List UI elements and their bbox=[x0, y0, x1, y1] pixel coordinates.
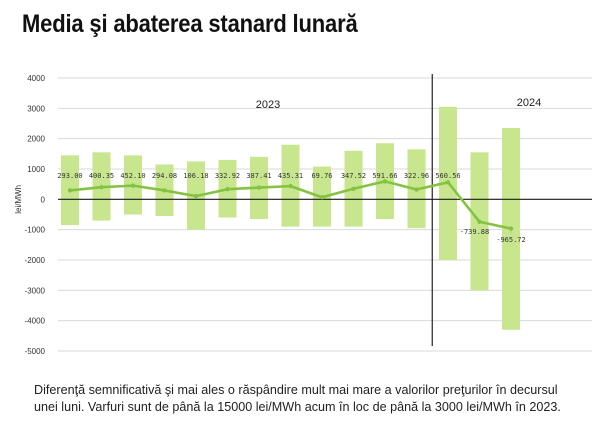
mean-point bbox=[288, 183, 293, 189]
y-tick-label: -1000 bbox=[25, 226, 46, 235]
data-label: 294.08 bbox=[152, 172, 177, 180]
mean-point bbox=[445, 180, 451, 185]
y-tick-label: -5000 bbox=[25, 347, 46, 356]
mean-point bbox=[162, 188, 167, 193]
y-tick-label: 0 bbox=[41, 195, 46, 204]
mean-point bbox=[99, 184, 104, 190]
data-label: 387.41 bbox=[246, 172, 271, 180]
y-tick-label: -2000 bbox=[25, 256, 46, 265]
y-tick-label: -3000 bbox=[25, 286, 46, 295]
data-labels: 293.00 400.35 452.10 294.08 106.18 332.92 387.… bbox=[57, 172, 525, 244]
data-label: 293.00 bbox=[57, 172, 82, 180]
mean-point bbox=[67, 188, 73, 193]
chart-title: Media şi abaterea stanard lunară bbox=[22, 10, 358, 38]
y-tick-labels: 4000 3000 2000 1000 0 -1000 -2000 -3000 -4000 -50… bbox=[25, 74, 46, 356]
caption: Diferenţă semnificativă şi mai ales o ră… bbox=[34, 383, 561, 414]
data-label: -739.88 bbox=[460, 228, 490, 236]
y-tick-label: 3000 bbox=[27, 104, 45, 113]
mean-points bbox=[67, 179, 514, 231]
mean-point bbox=[319, 195, 325, 200]
data-label: 322.96 bbox=[404, 172, 429, 180]
y-tick-label: -4000 bbox=[25, 317, 46, 326]
data-label: 591.66 bbox=[372, 172, 397, 180]
mean-point bbox=[477, 219, 482, 224]
mean-point bbox=[130, 183, 136, 188]
y-tick-label: 1000 bbox=[27, 165, 45, 174]
mean-point bbox=[382, 179, 388, 184]
mean-point bbox=[414, 187, 419, 192]
mean-point bbox=[225, 187, 230, 192]
data-label: 452.10 bbox=[120, 172, 145, 180]
data-label: 347.52 bbox=[341, 172, 366, 180]
mean-point bbox=[351, 186, 356, 191]
year-label-2024: 2024 bbox=[517, 97, 541, 109]
year-label-2023: 2023 bbox=[256, 99, 280, 111]
data-label: 435.31 bbox=[278, 172, 303, 180]
data-label: 560.56 bbox=[435, 172, 460, 180]
std-dev-bands bbox=[61, 106, 520, 330]
y-tick-label: 4000 bbox=[27, 74, 45, 83]
data-label: -965.72 bbox=[496, 236, 526, 244]
y-tick-label: 2000 bbox=[27, 135, 45, 144]
mean-point bbox=[193, 193, 199, 199]
y-axis-label: lei/MWh bbox=[14, 185, 23, 214]
mean-point bbox=[508, 226, 514, 231]
data-label: 106.18 bbox=[183, 172, 208, 180]
data-label: 69.76 bbox=[311, 172, 332, 180]
mean-point bbox=[256, 185, 262, 190]
data-label: 400.35 bbox=[89, 172, 114, 180]
data-label: 332.92 bbox=[215, 172, 240, 180]
